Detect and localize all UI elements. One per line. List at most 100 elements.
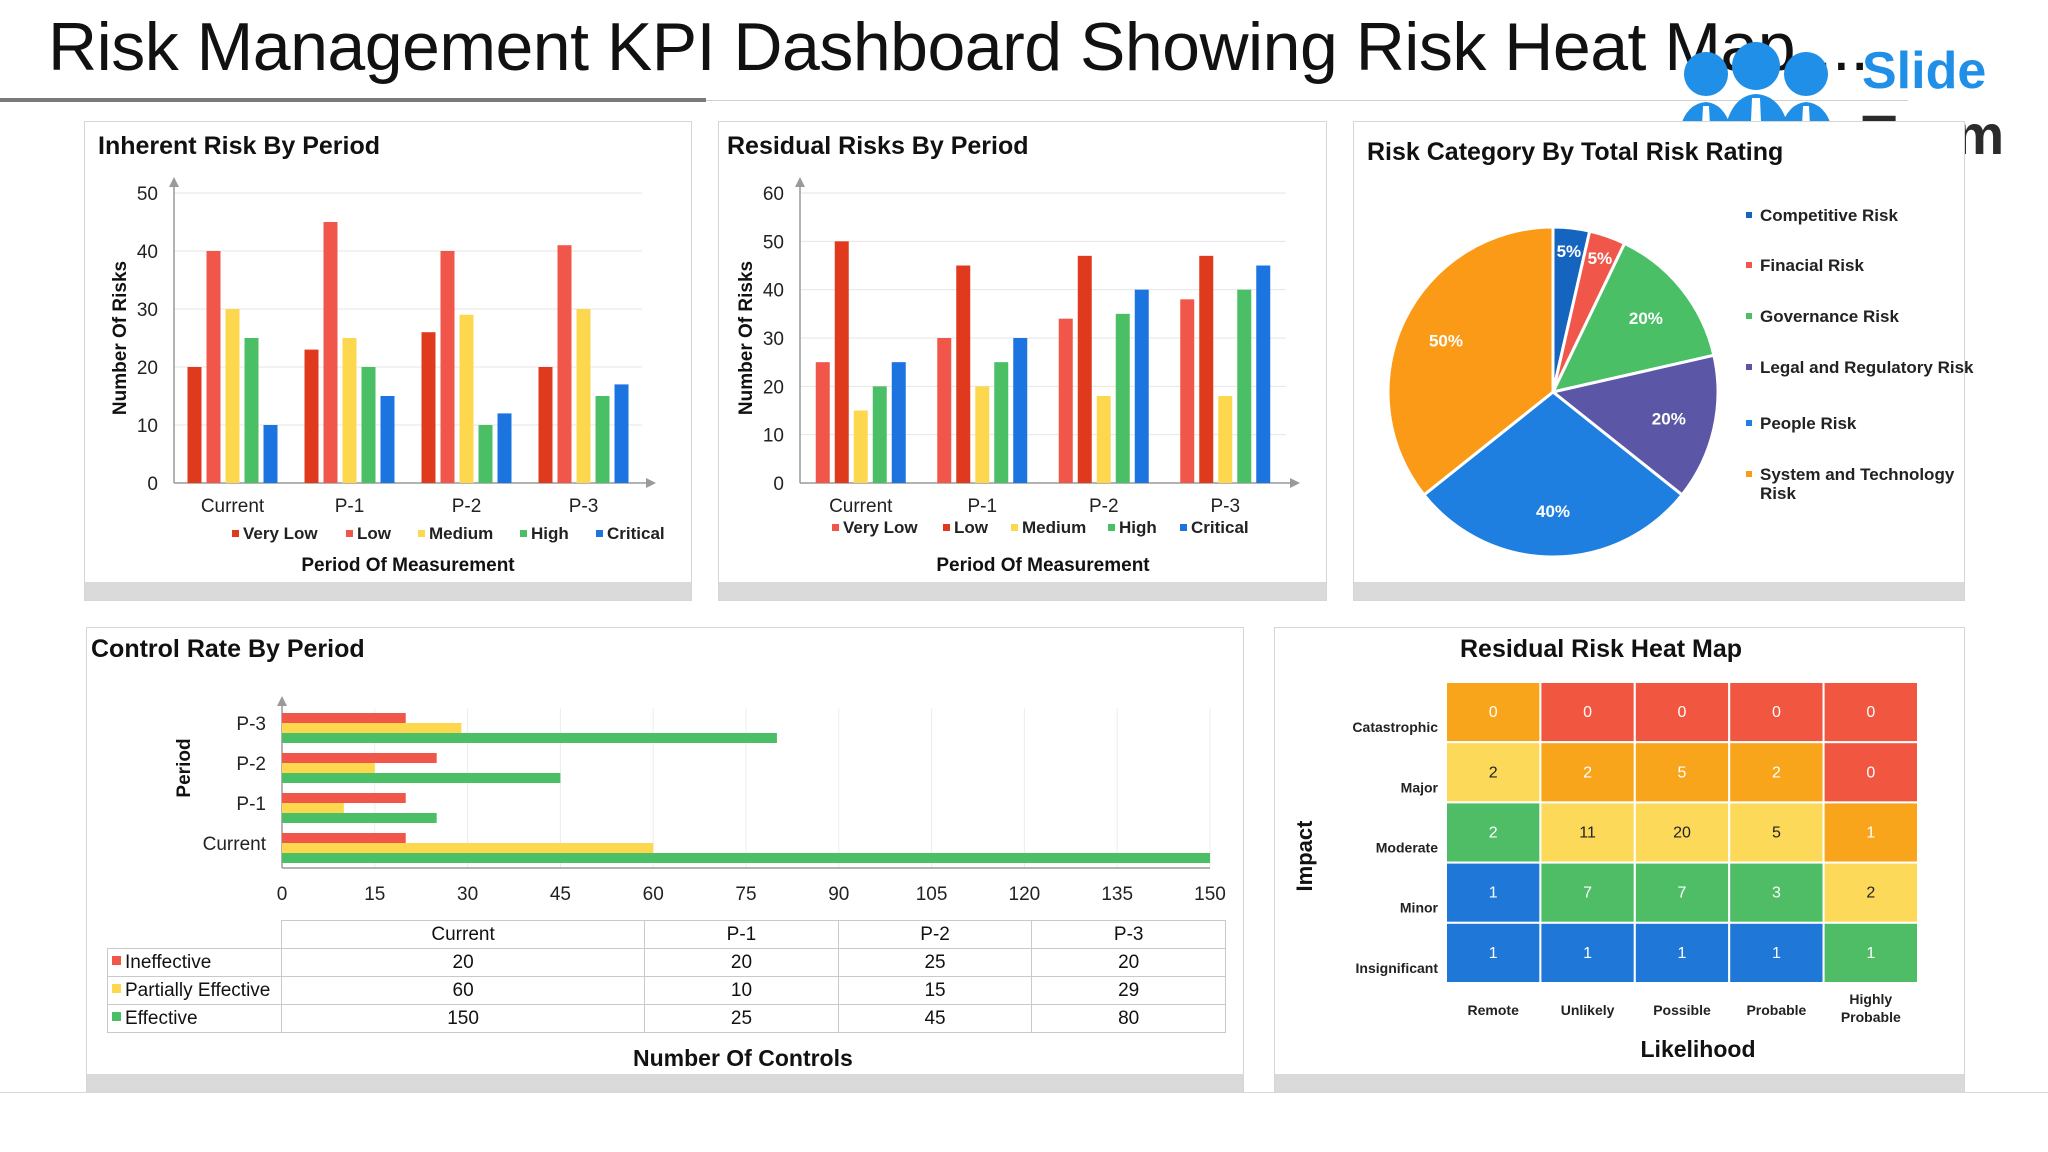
- x-axis-title: Period Of Measurement: [936, 555, 1150, 576]
- heat-map-title: Residual Risk Heat Map: [1460, 635, 1743, 663]
- legend-swatch: [112, 1011, 121, 1021]
- bar: [1180, 299, 1195, 483]
- bar: [225, 309, 240, 483]
- x-tick-label: P-3: [569, 496, 599, 517]
- legend-swatch: [1746, 420, 1752, 426]
- legend-label: Legal and Regulatory Risk: [1760, 358, 1974, 377]
- risk-category-pie: 5% 5% 20% 20% 40% 50%: [1386, 225, 1720, 559]
- heat-cell: [1822, 921, 1919, 985]
- bar: [304, 349, 319, 483]
- heat-cell: [1728, 921, 1825, 985]
- heat-cell-value: 7: [1678, 885, 1687, 902]
- x-tick-label: 120: [1009, 884, 1041, 905]
- y-tick-label: Moderate: [1376, 840, 1438, 856]
- pie-slice-label: 50%: [1429, 331, 1463, 350]
- x-tick-label: Current: [201, 496, 265, 517]
- legend-label: Critical: [607, 524, 665, 543]
- x-tick-label: 135: [1101, 884, 1133, 905]
- pie-slice-label: 20%: [1629, 309, 1663, 328]
- bar: [1096, 396, 1111, 483]
- bar: [282, 723, 462, 733]
- legend-label: Very Low: [243, 524, 318, 543]
- x-tick-label: P-1: [967, 496, 997, 517]
- heat-cell: [1633, 921, 1731, 985]
- heat-map-chart: 0 0 0 0 02 2 5 2 02 11 20 5 11 7 7 3 21 1 1 1 1CatastrophicM…: [1292, 681, 1919, 1062]
- legend-swatch: [418, 530, 425, 537]
- bar: [834, 241, 849, 483]
- heat-cell-value: 1: [1866, 945, 1875, 962]
- heat-cell: [1445, 801, 1542, 864]
- pie-slice: [1386, 225, 1555, 497]
- control-rate-title: Control Rate By Period: [91, 635, 365, 663]
- residual-risk-title: Residual Risks By Period: [727, 132, 1029, 160]
- legend-swatch: [112, 955, 121, 965]
- legend-swatch: [832, 524, 839, 531]
- heat-cell-value: 0: [1866, 704, 1875, 721]
- y-tick-label: P-1: [236, 794, 266, 815]
- x-tick-label: Highly: [1849, 991, 1892, 1007]
- y-tick-label: Minor: [1400, 900, 1439, 916]
- bar: [1115, 313, 1130, 483]
- bar: [1237, 289, 1252, 483]
- bar: [872, 386, 887, 483]
- legend-label: Competitive Risk: [1760, 206, 1898, 225]
- table-header-cell: Current: [280, 920, 646, 949]
- y-tick-label: 60: [763, 184, 784, 205]
- bar: [282, 853, 1210, 863]
- bar: [421, 332, 436, 483]
- bar: [187, 367, 202, 483]
- table-cell: 10: [644, 976, 839, 1005]
- bar: [994, 362, 1009, 483]
- y-tick-label: 20: [763, 377, 784, 398]
- legend-label: Low: [954, 518, 989, 537]
- y-tick-label: 50: [137, 184, 158, 205]
- y-axis-title: Number Of Risks: [736, 261, 757, 415]
- x-axis-title: Likelihood: [1641, 1036, 1756, 1062]
- y-axis-arrow: [169, 177, 179, 187]
- inherent-risk-panel: [84, 121, 692, 601]
- bar: [595, 396, 610, 483]
- heat-cell: [1633, 681, 1731, 744]
- heat-cell-value: 2: [1489, 825, 1498, 842]
- inherent-risk-chart: 0 10 20 30 40 50 Current P-1 P-2 P-3 Number Of Ris…: [110, 177, 665, 576]
- legend-swatch: [346, 530, 353, 537]
- table-cell: 80: [1031, 1004, 1226, 1033]
- footer-divider: [0, 1092, 2048, 1093]
- heat-cell-value: 0: [1678, 704, 1687, 721]
- bar: [459, 314, 474, 483]
- y-tick-label: Catastrophic: [1352, 719, 1438, 735]
- control-rate-chart: 0 15 30 45 60 75 90 105 120 135 150 Current P-1 P-2 P-…: [174, 696, 1226, 905]
- pie-slice: [1550, 241, 1716, 395]
- bar: [282, 793, 406, 803]
- table-header-row: Current P-1 P-2 P-3: [107, 920, 1226, 949]
- legend-label: Medium: [429, 524, 493, 543]
- legend-swatch: [1746, 313, 1752, 319]
- bar: [538, 367, 553, 483]
- legend-swatch: [1011, 524, 1018, 531]
- legend-label: Critical: [1191, 518, 1249, 537]
- heat-cell-value: 1: [1866, 825, 1875, 842]
- x-tick-label: P-2: [452, 496, 482, 517]
- heat-cell-value: 2: [1772, 764, 1781, 781]
- heat-cell-value: 2: [1866, 885, 1875, 902]
- y-tick-label: 10: [137, 416, 158, 437]
- bar: [282, 803, 344, 813]
- table-row: Ineffective 20 20 25 20: [107, 948, 1226, 977]
- x-tick-label: Probable: [1746, 1002, 1806, 1018]
- legend-label: Very Low: [843, 518, 918, 537]
- heat-cell-value: 1: [1583, 945, 1592, 962]
- y-tick-label: 30: [137, 300, 158, 321]
- legend-swatch: [1746, 364, 1752, 370]
- x-tick-label: Current: [829, 496, 893, 517]
- bar: [956, 265, 971, 483]
- y-axis-title: Impact: [1292, 820, 1317, 892]
- bar: [1256, 265, 1271, 483]
- bar: [282, 733, 777, 743]
- bar: [282, 763, 375, 773]
- legend-label: Finacial Risk: [1760, 256, 1864, 275]
- residual-risk-chart: 0 10 20 30 40 50 60 Current P-1 P-2 P-3 Number Of R…: [736, 177, 1300, 576]
- y-axis-arrow: [277, 696, 287, 706]
- heat-cell: [1445, 921, 1542, 985]
- table-cell: 20: [280, 948, 646, 977]
- y-tick-label: Current: [203, 834, 267, 855]
